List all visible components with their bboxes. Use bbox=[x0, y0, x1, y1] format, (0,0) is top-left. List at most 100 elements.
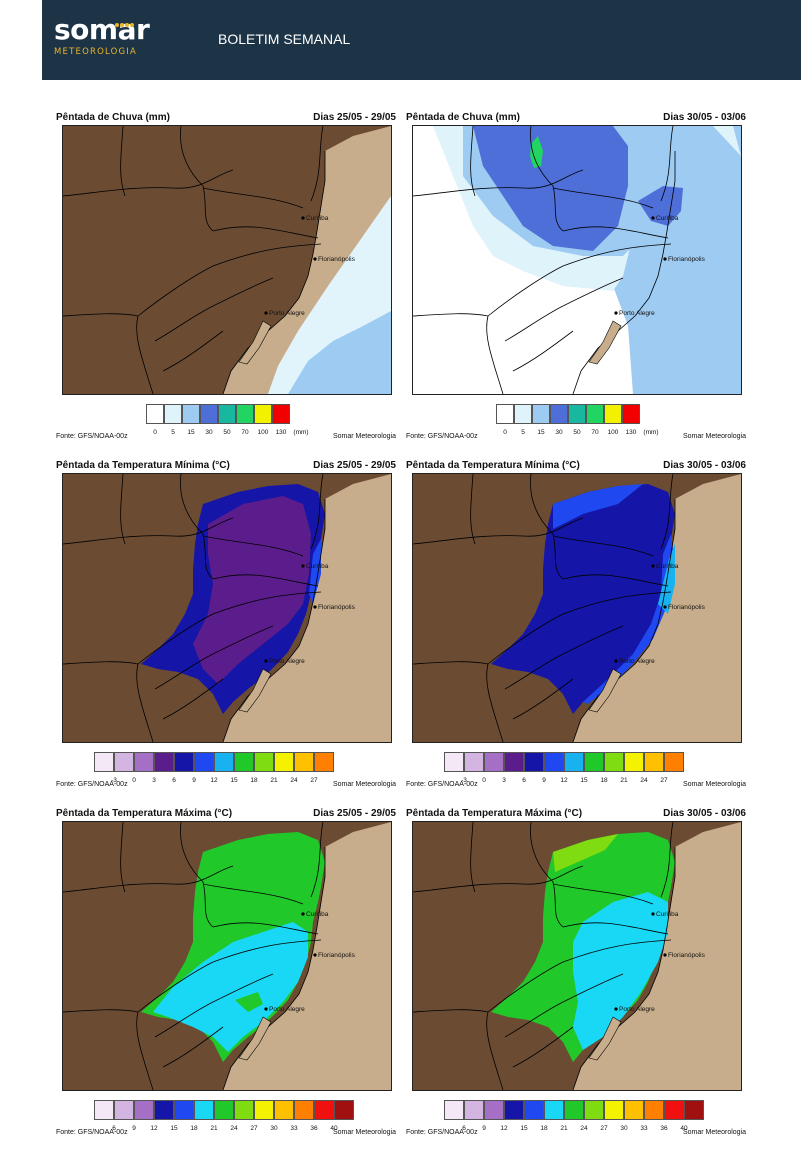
legend-swatch bbox=[504, 752, 524, 772]
rain-core-30 bbox=[473, 126, 628, 251]
legend-swatch bbox=[254, 752, 274, 772]
legend-swatch bbox=[524, 1100, 544, 1120]
legend-swatch bbox=[294, 1100, 314, 1120]
legend-tick-label: 50 bbox=[573, 429, 581, 436]
legend-swatch bbox=[182, 404, 200, 424]
legend-swatch bbox=[604, 1100, 624, 1120]
legend-swatch bbox=[200, 404, 218, 424]
panel-date-range: Dias 25/05 - 29/05 bbox=[313, 808, 396, 819]
source-credit: Fonte: GFS/NOAA-00z bbox=[56, 1129, 128, 1136]
source-credit: Fonte: GFS/NOAA-00z bbox=[406, 781, 478, 788]
legend-tick-label: 24 bbox=[230, 1125, 238, 1132]
city-marker-icon bbox=[313, 953, 317, 957]
legend-swatch bbox=[154, 1100, 174, 1120]
legend-unit: (mm) bbox=[643, 429, 659, 436]
legend-swatch bbox=[94, 1100, 114, 1120]
panel-title: Pêntada de Chuva (mm) bbox=[406, 112, 520, 123]
legend-tick-label: 21 bbox=[270, 777, 278, 784]
city-label: Florianópolis bbox=[318, 952, 356, 959]
legend-swatch bbox=[444, 1100, 464, 1120]
city-label: Florianópolis bbox=[318, 604, 356, 611]
panel-title: Pêntada de Chuva (mm) bbox=[56, 112, 170, 123]
legend-swatch bbox=[174, 1100, 194, 1120]
legend-tick-label: 5 bbox=[171, 429, 175, 436]
tmin-6-9 bbox=[491, 484, 675, 714]
header-bar: somar METEOROLOGIA BOLETIM SEMANAL bbox=[42, 0, 801, 80]
color-legend: 6 9 12 15 18 21 24 27 30 33 36 40 bbox=[94, 1100, 354, 1136]
lagoa-dos-patos bbox=[238, 1016, 272, 1061]
city-label: Florianópolis bbox=[318, 256, 356, 263]
legend-swatch bbox=[114, 752, 134, 772]
legend-tick-label: 27 bbox=[660, 777, 668, 784]
legend-tick-label: 6 bbox=[112, 1125, 116, 1132]
legend-swatch bbox=[146, 404, 164, 424]
panel-date-range: Dias 30/05 - 03/06 bbox=[663, 112, 746, 123]
ocean-area bbox=[223, 474, 391, 742]
city-marker-icon bbox=[651, 216, 655, 220]
legend-tick-label: 15 bbox=[187, 429, 195, 436]
somar-credit: Somar Meteorologia bbox=[682, 433, 746, 440]
tmax-24-27 bbox=[553, 834, 618, 872]
legend-swatch bbox=[254, 404, 272, 424]
somar-credit: Somar Meteorologia bbox=[332, 781, 396, 788]
legend-swatch bbox=[464, 1100, 484, 1120]
tmin-12-15-coast bbox=[658, 544, 675, 614]
legend-swatch bbox=[114, 1100, 134, 1120]
legend-tick-label: 21 bbox=[620, 777, 628, 784]
logo-wordmark: somar bbox=[54, 13, 150, 46]
panel-date-range: Dias 30/05 - 03/06 bbox=[663, 808, 746, 819]
legend-swatch bbox=[134, 752, 154, 772]
legend-swatch bbox=[664, 752, 684, 772]
legend-tick-label: 6 bbox=[172, 777, 176, 784]
legend-swatch bbox=[484, 752, 504, 772]
city-marker-icon bbox=[614, 659, 618, 663]
legend-tick-label: 6 bbox=[522, 777, 526, 784]
legend-tick-label: 12 bbox=[210, 777, 218, 784]
legend-swatch bbox=[274, 1100, 294, 1120]
weather-map: Curitiba Florianópolis Porto Alegre bbox=[412, 821, 742, 1091]
legend-tick-label: 24 bbox=[290, 777, 298, 784]
legend-swatch bbox=[624, 752, 644, 772]
legend-unit: (mm) bbox=[293, 429, 309, 436]
panel-date-range: Dias 25/05 - 29/05 bbox=[313, 460, 396, 471]
legend-tick-label: 12 bbox=[500, 1125, 508, 1132]
legend-swatch bbox=[564, 1100, 584, 1120]
legend-swatch bbox=[564, 752, 584, 772]
city-label: Curitiba bbox=[656, 215, 679, 222]
legend-tick-label: 27 bbox=[600, 1125, 608, 1132]
city-label: Porto Alegre bbox=[269, 1006, 305, 1013]
tmax-spot-21-24 bbox=[235, 992, 263, 1012]
somar-credit: Somar Meteorologia bbox=[332, 433, 396, 440]
legend-swatch bbox=[164, 404, 182, 424]
legend-swatch bbox=[604, 404, 622, 424]
legend-swatch bbox=[624, 1100, 644, 1120]
legend-tick-label: 33 bbox=[640, 1125, 648, 1132]
legend-tick-label: 9 bbox=[542, 777, 546, 784]
legend-tick-label: 100 bbox=[257, 429, 269, 436]
legend-tick-label: 6 bbox=[462, 1125, 466, 1132]
legend-swatch bbox=[134, 1100, 154, 1120]
city-marker-icon bbox=[663, 257, 667, 261]
panel-title: Pêntada da Temperatura Mínima (°C) bbox=[56, 460, 230, 471]
legend-swatch bbox=[644, 752, 664, 772]
map-panel: Pêntada da Temperatura Máxima (°C) Dias 2… bbox=[56, 808, 396, 1153]
legend-swatch bbox=[194, 752, 214, 772]
logo-dots-icon bbox=[115, 14, 135, 32]
legend-swatch bbox=[334, 1100, 354, 1120]
lagoa-dos-patos bbox=[238, 668, 272, 713]
legend-swatch bbox=[174, 752, 194, 772]
legend-swatch bbox=[524, 752, 544, 772]
map-panel: Pêntada da Temperatura Mínima (°C) Dias 2… bbox=[56, 460, 396, 805]
legend-tick-label: 18 bbox=[190, 1125, 198, 1132]
legend-tick-label: 30 bbox=[620, 1125, 628, 1132]
legend-tick-label: 0 bbox=[482, 777, 486, 784]
legend-swatch bbox=[584, 752, 604, 772]
legend-swatch bbox=[584, 1100, 604, 1120]
weather-map: Curitiba Florianópolis Porto Alegre bbox=[412, 473, 742, 743]
legend-swatch bbox=[94, 752, 114, 772]
city-label: Florianópolis bbox=[668, 256, 706, 263]
legend-swatch bbox=[684, 1100, 704, 1120]
rain-band-medium bbox=[288, 311, 391, 394]
somar-credit: Somar Meteorologia bbox=[332, 1129, 396, 1136]
panel-title: Pêntada da Temperatura Máxima (°C) bbox=[56, 808, 233, 819]
